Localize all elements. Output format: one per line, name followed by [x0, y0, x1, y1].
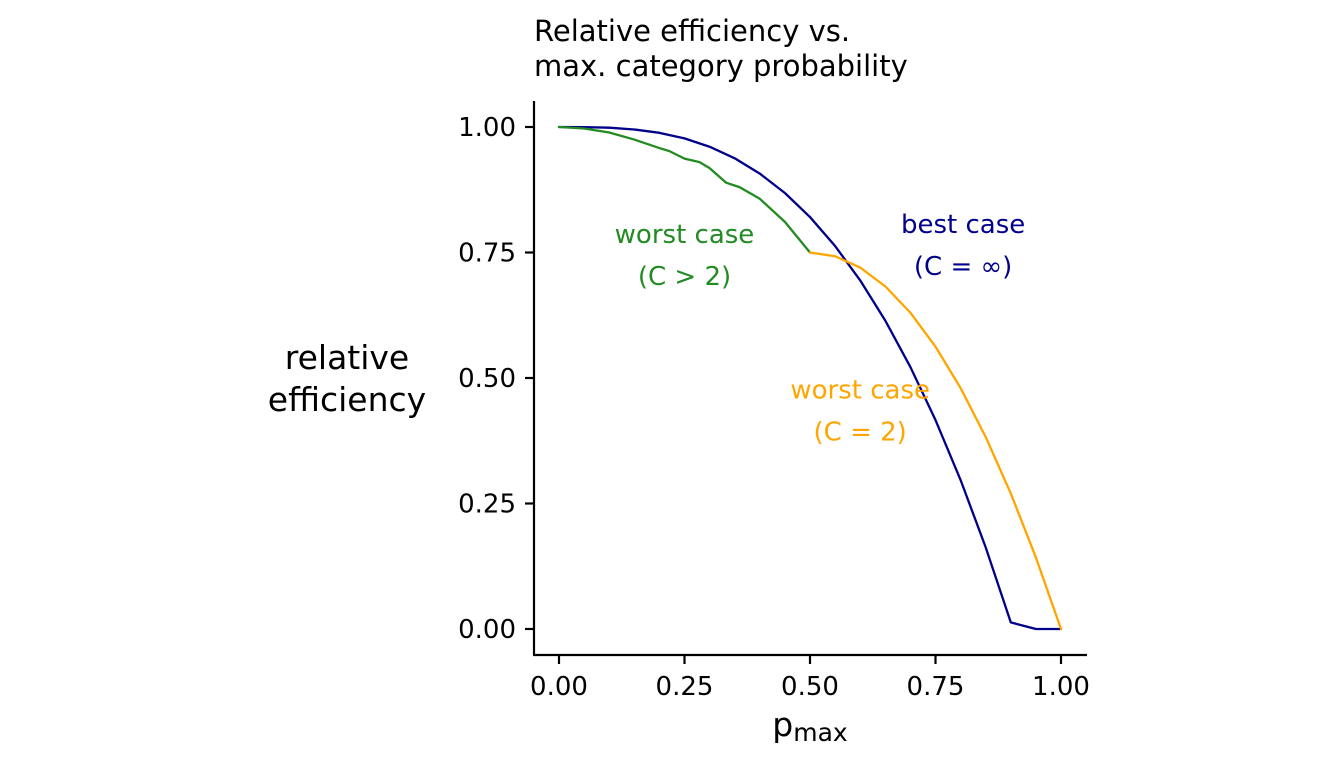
annotation-1: worst case (C > 2) — [615, 220, 755, 292]
y-axis-title-line-1: relative — [285, 338, 409, 377]
x-axis-title: pmax — [772, 705, 847, 747]
y-tick-label: 1.00 — [458, 113, 516, 143]
annotation-1-line-1: (C > 2) — [638, 262, 731, 292]
series-line-1 — [557, 125, 812, 254]
x-ticks: 0.00 0.25 0.50 0.75 1.00 — [530, 655, 1090, 702]
x-axis-title-main: p — [772, 705, 793, 744]
y-tick-label: 0.25 — [458, 490, 516, 520]
annotation-0: best case (C = ∞) — [901, 210, 1025, 282]
y-tick-label: 0.50 — [458, 364, 516, 394]
series-line-2 — [808, 251, 1063, 631]
annotation-1-line-0: worst case — [615, 220, 755, 250]
annotation-2-line-1: (C = 2) — [814, 418, 907, 448]
y-tick-label: 0.75 — [458, 239, 516, 269]
y-axis-title: relative efficiency — [268, 338, 426, 419]
annotation-0-line-0: best case — [901, 210, 1025, 240]
x-tick-label: 0.50 — [781, 672, 839, 702]
chart-title: Relative efficiency vs. max. category pr… — [534, 14, 908, 83]
x-tick-label: 0.25 — [656, 672, 714, 702]
x-tick-label: 1.00 — [1032, 672, 1090, 702]
y-ticks: 0.00 0.25 0.50 0.75 1.00 — [458, 113, 534, 645]
x-tick-label: 0.00 — [530, 672, 588, 702]
annotation-2: worst case (C = 2) — [790, 376, 930, 448]
chart-title-line-2: max. category probability — [534, 49, 908, 83]
y-axis-title-line-2: efficiency — [268, 380, 426, 419]
chart-title-line-1: Relative efficiency vs. — [534, 14, 850, 48]
annotation-layer: best case(C = ∞)worst case(C > 2)worst c… — [615, 210, 1026, 448]
annotation-0-line-1: (C = ∞) — [914, 252, 1012, 282]
x-axis-title-subscript: max — [793, 718, 847, 747]
y-tick-label: 0.00 — [458, 615, 516, 645]
series-layer — [557, 125, 1063, 631]
annotation-2-line-0: worst case — [790, 376, 930, 406]
series-line-0 — [557, 125, 1063, 631]
x-tick-label: 0.75 — [907, 672, 965, 702]
